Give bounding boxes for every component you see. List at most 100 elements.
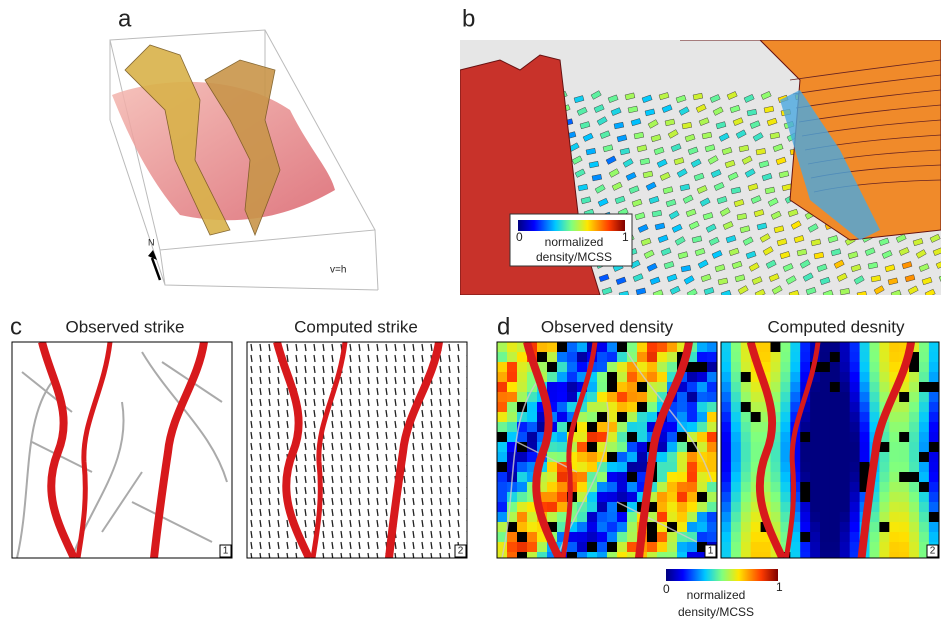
- density-cell: [597, 422, 608, 433]
- density-cell: [597, 522, 608, 533]
- density-cell: [731, 362, 741, 373]
- density-cell: [707, 492, 718, 503]
- density-cell: [761, 542, 771, 553]
- density-cell: [607, 552, 618, 563]
- density-cell: [707, 452, 718, 463]
- density-cell: [870, 342, 880, 353]
- density-cell: [627, 382, 638, 393]
- density-cell: [820, 382, 830, 393]
- density-cell: [657, 442, 668, 453]
- density-cell: [741, 502, 751, 513]
- density-cell: [879, 502, 889, 513]
- density-cell: [780, 442, 790, 453]
- map-title: Observed density: [541, 317, 674, 336]
- density-cell: [810, 382, 820, 393]
- density-cell: [810, 462, 820, 473]
- density-cell: [771, 492, 781, 503]
- density-cell: [697, 522, 708, 533]
- density-cell: [830, 442, 840, 453]
- density-cell: [840, 372, 850, 383]
- density-cell: [721, 382, 731, 393]
- density-cell: [800, 482, 810, 493]
- density-cell: [657, 492, 668, 503]
- density-cell: [850, 512, 860, 523]
- density-cell: [507, 522, 518, 533]
- density-cell: [889, 512, 899, 523]
- density-cell: [547, 352, 558, 363]
- density-cell: [919, 492, 929, 503]
- density-cell: [731, 432, 741, 443]
- density-cell: [607, 472, 618, 483]
- density-cell: [697, 482, 708, 493]
- density-cell: [597, 472, 608, 483]
- density-cell: [800, 532, 810, 543]
- density-cell: [597, 352, 608, 363]
- density-cell: [507, 342, 518, 353]
- density-cell: [567, 392, 578, 403]
- density-cell: [587, 492, 598, 503]
- density-cell: [637, 382, 648, 393]
- density-cell: [667, 452, 678, 463]
- density-cell: [899, 392, 909, 403]
- density-cell: [771, 342, 781, 353]
- density-cell: [497, 472, 508, 483]
- density-cell: [919, 522, 929, 533]
- density-cell: [840, 412, 850, 423]
- density-cell: [919, 412, 929, 423]
- density-cell: [557, 422, 568, 433]
- density-cell: [929, 432, 939, 443]
- density-cell: [577, 542, 588, 553]
- density-cell: [617, 432, 628, 443]
- density-cell: [780, 422, 790, 433]
- density-cell: [731, 402, 741, 413]
- density-cell: [567, 342, 578, 353]
- density-cell: [810, 552, 820, 563]
- density-cell: [577, 442, 588, 453]
- density-cell: [751, 512, 761, 523]
- density-cell: [721, 392, 731, 403]
- density-cell: [889, 472, 899, 483]
- density-cell: [771, 472, 781, 483]
- density-cell: [497, 422, 508, 433]
- density-cell: [597, 382, 608, 393]
- panel-c: c Observed strike Computed strike 1 2: [10, 313, 467, 558]
- density-cell: [751, 422, 761, 433]
- density-cell: [919, 342, 929, 353]
- density-cell: [840, 542, 850, 553]
- density-cell: [597, 482, 608, 493]
- density-cell: [820, 512, 830, 523]
- density-cell: [627, 392, 638, 403]
- density-cell: [517, 532, 528, 543]
- density-cell: [731, 382, 741, 393]
- density-cell: [780, 392, 790, 403]
- density-cell: [899, 452, 909, 463]
- density-cell: [731, 492, 741, 503]
- density-cell: [547, 382, 558, 393]
- density-cell: [527, 542, 538, 553]
- density-cell: [830, 482, 840, 493]
- density-cell: [617, 482, 628, 493]
- density-cell: [860, 352, 870, 363]
- density-cell: [840, 422, 850, 433]
- density-cell: [919, 482, 929, 493]
- density-cell: [667, 542, 678, 553]
- density-cell: [507, 372, 518, 383]
- panel-label: c: [10, 313, 22, 340]
- density-cell: [577, 482, 588, 493]
- density-cell: [820, 452, 830, 463]
- density-cell: [879, 532, 889, 543]
- density-cell: [557, 472, 568, 483]
- density-cell: [687, 452, 698, 463]
- density-cell: [899, 482, 909, 493]
- density-cell: [919, 462, 929, 473]
- density-cell: [707, 502, 718, 513]
- density-cell: [780, 342, 790, 353]
- density-cell: [721, 372, 731, 383]
- density-cell: [889, 532, 899, 543]
- density-cell: [627, 462, 638, 473]
- density-cell: [731, 542, 741, 553]
- density-cell: [780, 352, 790, 363]
- map-number: 1: [708, 546, 714, 557]
- density-cell: [687, 382, 698, 393]
- density-cell: [830, 422, 840, 433]
